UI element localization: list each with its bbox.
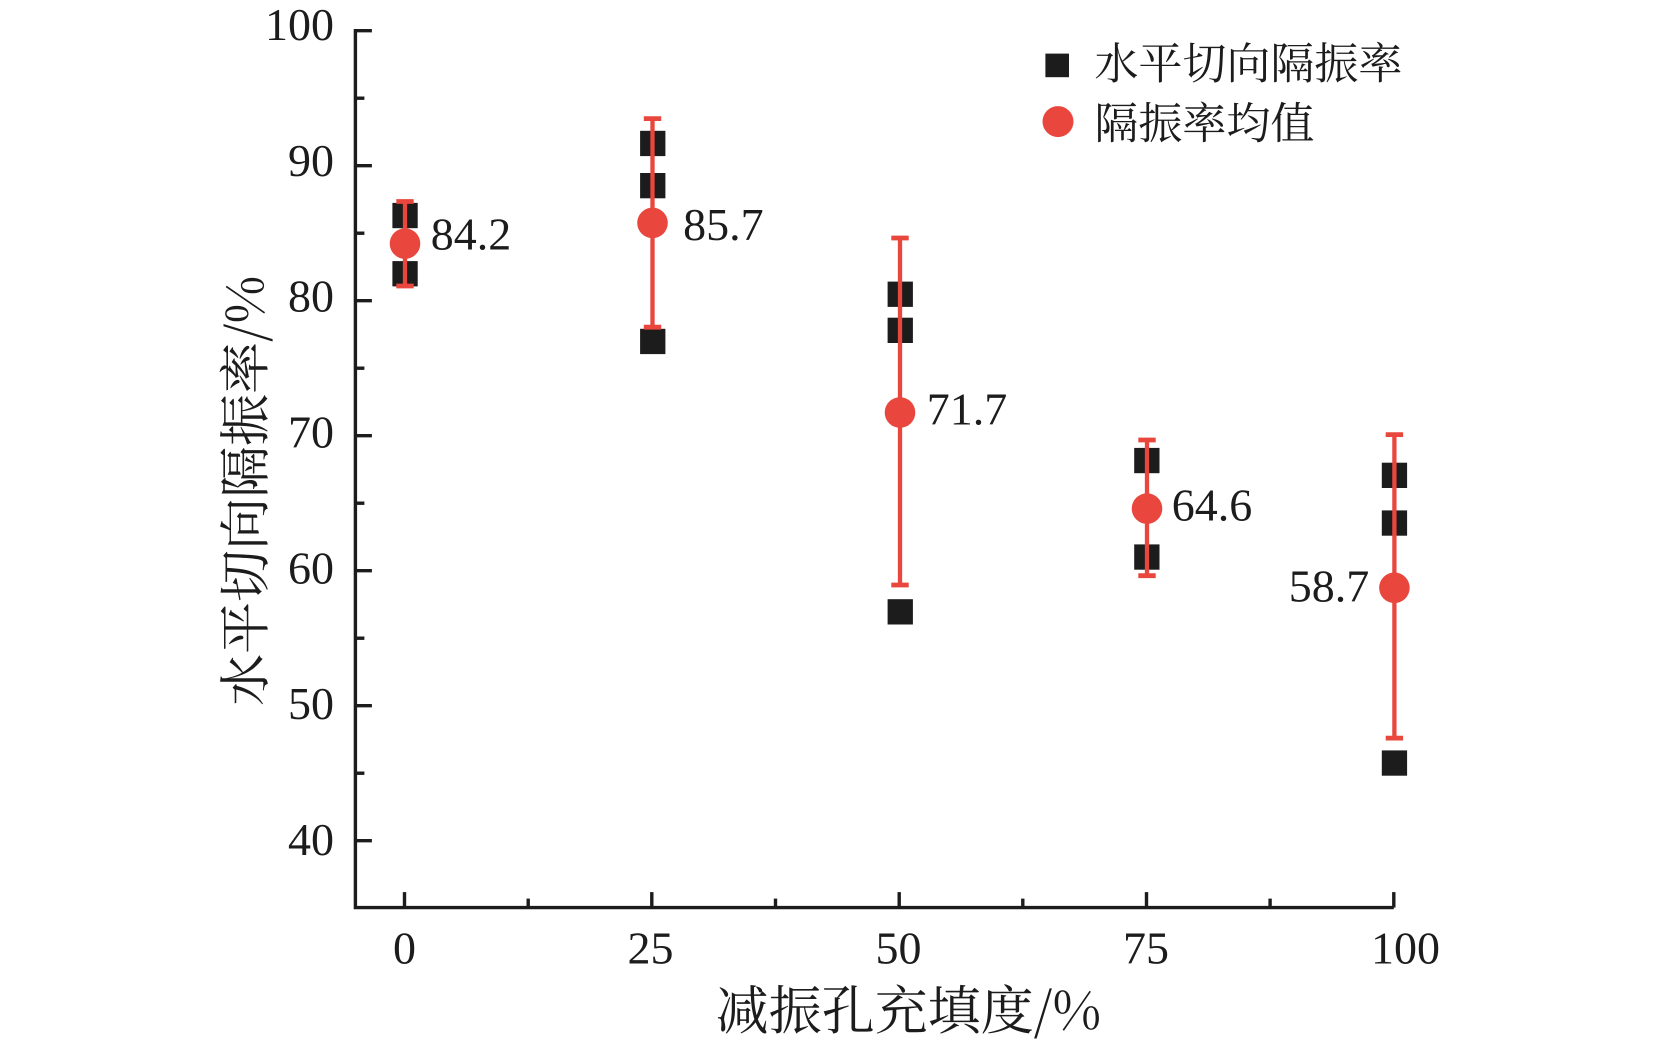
svg-text:100: 100 [1371, 922, 1440, 973]
svg-text:25: 25 [628, 922, 674, 973]
svg-text:80: 80 [288, 271, 334, 322]
svg-text:90: 90 [288, 135, 334, 186]
svg-text:64.6: 64.6 [1172, 479, 1253, 530]
svg-text:71.7: 71.7 [927, 384, 1008, 435]
svg-text:60: 60 [288, 542, 334, 593]
svg-text:100: 100 [265, 0, 334, 50]
svg-text:75: 75 [1123, 922, 1169, 973]
svg-text:58.7: 58.7 [1289, 560, 1370, 611]
svg-text:40: 40 [288, 814, 334, 865]
svg-text:85.7: 85.7 [683, 199, 764, 250]
svg-text:70: 70 [288, 407, 334, 458]
svg-text:50: 50 [288, 678, 334, 729]
svg-text:50: 50 [876, 922, 922, 973]
svg-text:84.2: 84.2 [431, 209, 512, 260]
svg-text:0: 0 [393, 922, 416, 973]
